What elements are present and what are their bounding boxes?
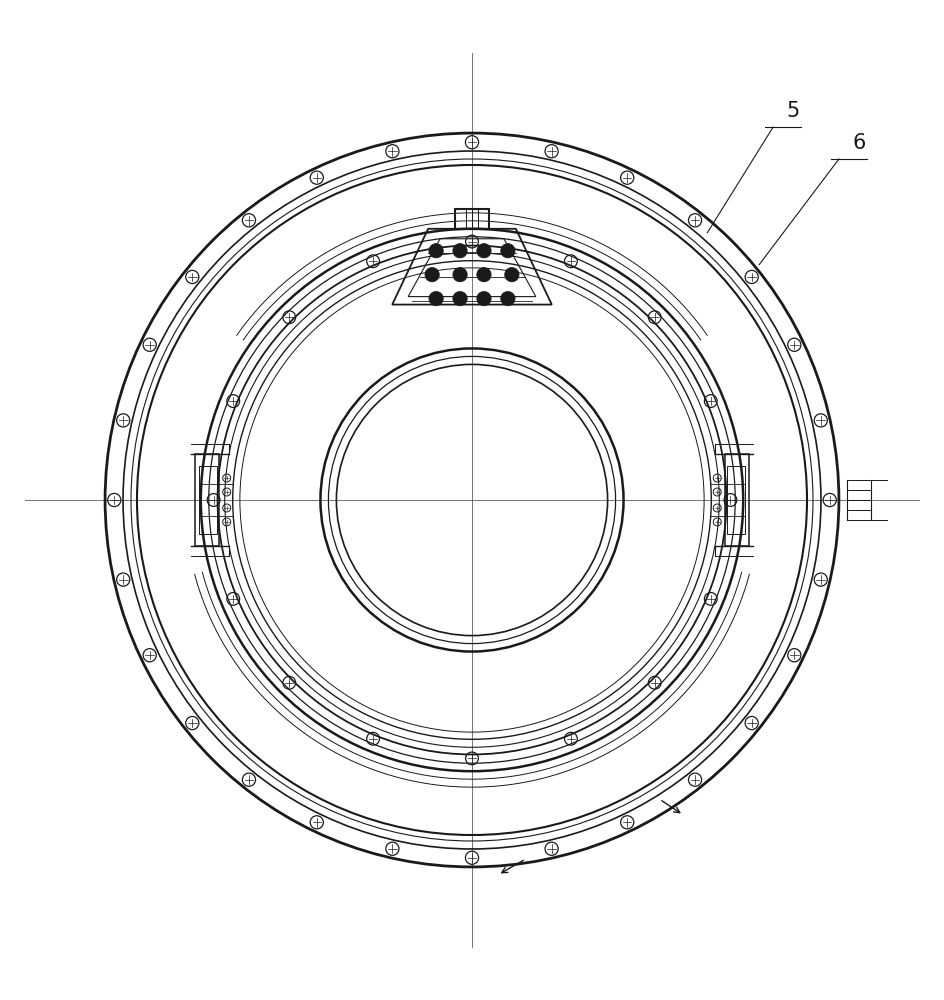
Text: 6: 6: [852, 133, 866, 153]
Circle shape: [477, 267, 491, 282]
Circle shape: [453, 267, 467, 282]
Circle shape: [477, 291, 491, 306]
Circle shape: [425, 267, 439, 282]
Circle shape: [500, 291, 515, 306]
Circle shape: [505, 267, 519, 282]
Circle shape: [477, 244, 491, 258]
Circle shape: [429, 291, 444, 306]
Text: 5: 5: [786, 101, 800, 121]
Circle shape: [453, 244, 467, 258]
Circle shape: [500, 244, 515, 258]
Circle shape: [453, 291, 467, 306]
Circle shape: [429, 244, 444, 258]
